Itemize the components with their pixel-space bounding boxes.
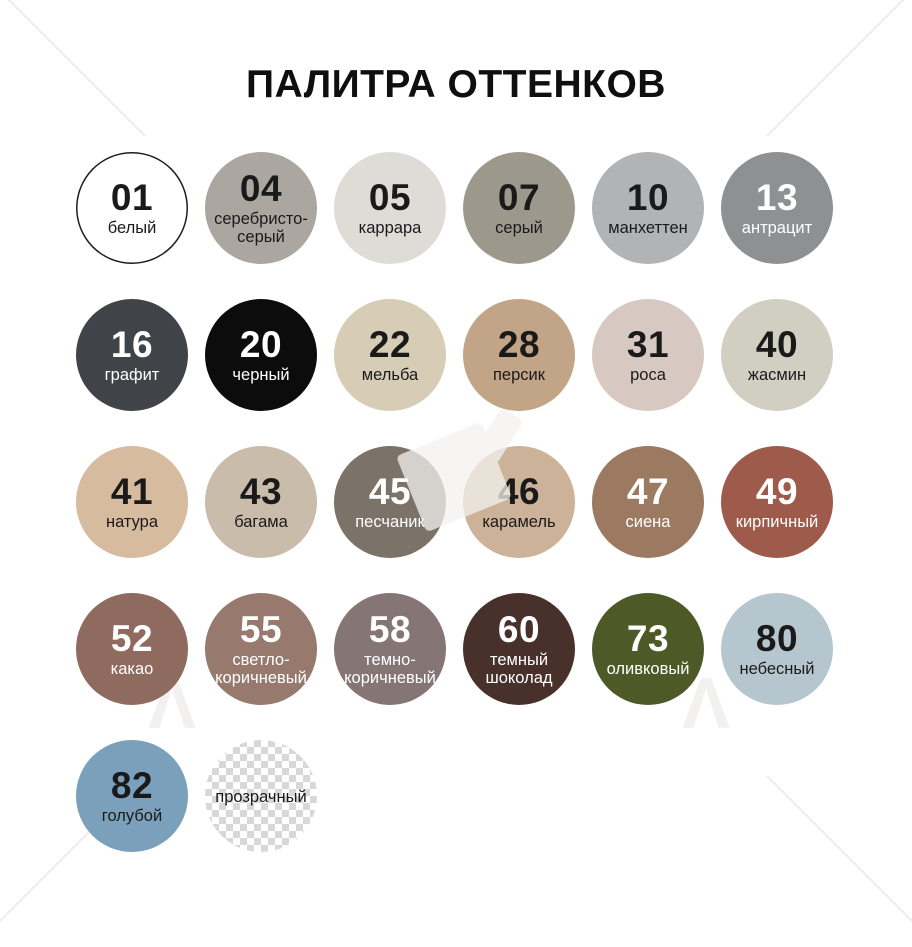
shade-label: персик — [493, 365, 545, 384]
shade-code: 10 — [626, 176, 670, 218]
shade-label: багама — [234, 512, 288, 531]
shade-label: карамель — [482, 512, 556, 531]
shade-code: 46 — [497, 470, 541, 512]
palette-grid: 01 белый 04 серебристо-серый 05 каррара 07 серы… — [76, 152, 836, 887]
shade-circle-49: 49 кирпичный — [721, 446, 833, 558]
palette-row: 41 натура 43 багама 45 песчаник 46 карамель 47 си… — [76, 446, 836, 558]
shade-circle-05: 05 каррара — [334, 152, 446, 264]
shade-circle-41: 41 натура — [76, 446, 188, 558]
shade-circle-transparent: прозрачный — [205, 740, 317, 852]
shade-label: прозрачный — [215, 788, 307, 807]
shade-code: 05 — [368, 176, 412, 218]
shade-label: серый — [495, 218, 543, 237]
shade-label: светло-коричневый — [215, 650, 307, 687]
shade-circle-20: 20 черный — [205, 299, 317, 411]
shade-label: песчаник — [355, 512, 425, 531]
shade-circle-47: 47 сиена — [592, 446, 704, 558]
shade-label: оливковый — [606, 659, 690, 678]
shade-circle-55: 55 светло-коричневый — [205, 593, 317, 705]
shade-label: натура — [105, 512, 159, 531]
shade-circle-28: 28 персик — [463, 299, 575, 411]
palette-row: 01 белый 04 серебристо-серый 05 каррара 07 серы… — [76, 152, 836, 264]
shade-code: 60 — [497, 608, 541, 650]
shade-circle-60: 60 темный шоколад — [463, 593, 575, 705]
shade-code: 73 — [626, 617, 670, 659]
shade-code: 07 — [497, 176, 541, 218]
shade-label: голубой — [101, 806, 163, 825]
shade-label: графит — [104, 365, 160, 384]
shade-circle-13: 13 антрацит — [721, 152, 833, 264]
shade-code: 01 — [110, 176, 154, 218]
shade-code: 55 — [239, 608, 283, 650]
shade-code: 49 — [755, 470, 799, 512]
shade-label: черный — [232, 365, 290, 384]
shade-circle-10: 10 манхеттен — [592, 152, 704, 264]
shade-circle-16: 16 графит — [76, 299, 188, 411]
shade-label: кирпичный — [735, 512, 819, 531]
shade-label: каррара — [358, 218, 422, 237]
palette-row: 16 графит 20 черный 22 мельба 28 персик 31 роса 40… — [76, 299, 836, 411]
shade-code: 13 — [755, 176, 799, 218]
shade-circle-45: 45 песчаник — [334, 446, 446, 558]
shade-circle-22: 22 мельба — [334, 299, 446, 411]
shade-code: 20 — [239, 323, 283, 365]
shade-label: манхеттен — [608, 218, 688, 237]
shade-circle-07: 07 серый — [463, 152, 575, 264]
shade-circle-80: 80 небесный — [721, 593, 833, 705]
shade-circle-40: 40 жасмин — [721, 299, 833, 411]
shade-label: какао — [110, 659, 154, 678]
shade-circle-58: 58 темно-коричневый — [334, 593, 446, 705]
shade-code: 40 — [755, 323, 799, 365]
shade-code: 41 — [110, 470, 154, 512]
shade-code: 28 — [497, 323, 541, 365]
shade-code: 31 — [626, 323, 670, 365]
shade-label: белый — [107, 218, 157, 237]
shade-code: 47 — [626, 470, 670, 512]
shade-label: темно-коричневый — [344, 650, 436, 687]
shade-code: 16 — [110, 323, 154, 365]
shade-code: 04 — [239, 167, 283, 209]
shade-code: 43 — [239, 470, 283, 512]
shade-code: 45 — [368, 470, 412, 512]
shade-label: роса — [630, 365, 666, 384]
shade-code: 58 — [368, 608, 412, 650]
shade-circle-31: 31 роса — [592, 299, 704, 411]
shade-label: антрацит — [741, 218, 813, 237]
shade-label: темный шоколад — [485, 650, 553, 687]
shade-label: мельба — [361, 365, 419, 384]
shade-code: 22 — [368, 323, 412, 365]
page-title: ПАЛИТРА ОТТЕНКОВ — [246, 63, 666, 106]
shade-circle-43: 43 багама — [205, 446, 317, 558]
shade-circle-73: 73 оливковый — [592, 593, 704, 705]
palette-row: 52 какао 55 светло-коричневый 58 темно-коричн… — [76, 593, 836, 705]
shade-circle-52: 52 какао — [76, 593, 188, 705]
shade-label: сиена — [625, 512, 671, 531]
shade-circle-82: 82 голубой — [76, 740, 188, 852]
shade-circle-04: 04 серебристо-серый — [205, 152, 317, 264]
shade-label: небесный — [739, 659, 815, 678]
shade-code: 80 — [755, 617, 799, 659]
shade-circle-01: 01 белый — [76, 152, 188, 264]
palette-row: 82 голубой прозрачный — [76, 740, 836, 852]
shade-code: 82 — [110, 764, 154, 806]
shade-circle-46: 46 карамель — [463, 446, 575, 558]
shade-label: жасмин — [747, 365, 807, 384]
shade-label: серебристо-серый — [214, 209, 308, 246]
shade-code: 52 — [110, 617, 154, 659]
